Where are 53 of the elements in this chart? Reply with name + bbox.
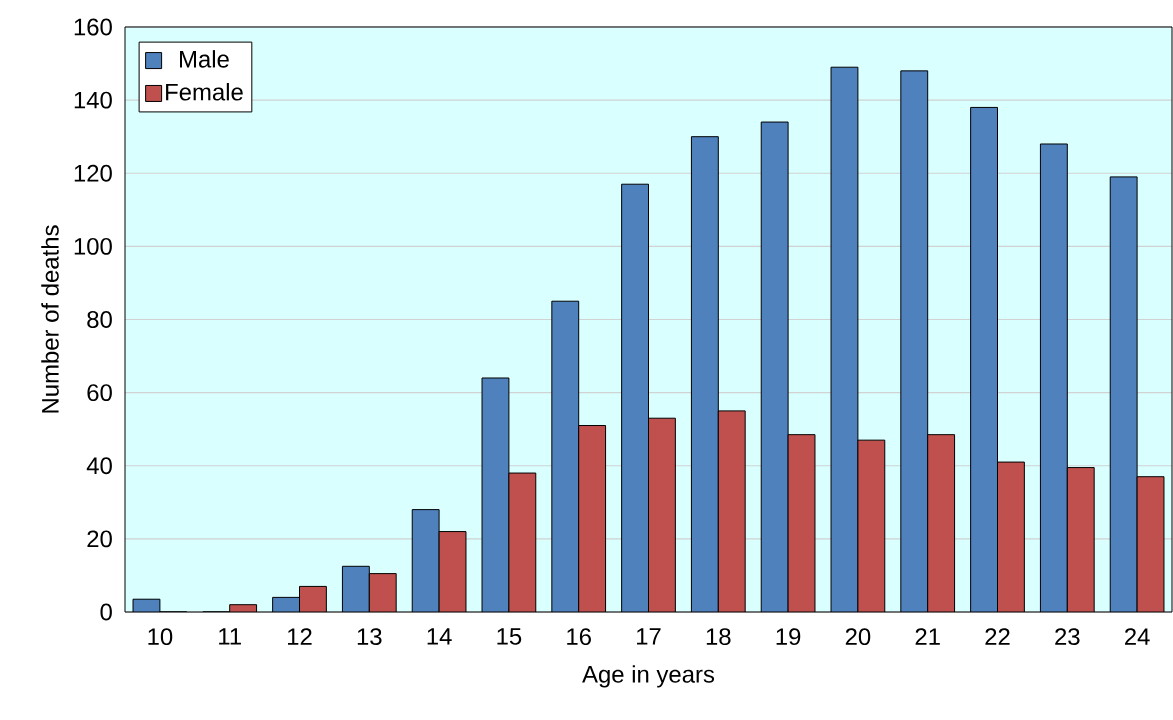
y-tick-label: 60 [87,384,112,402]
x-tick-label: 10 [148,628,173,646]
x-tick-label: 24 [1125,628,1150,645]
bar [1067,467,1095,612]
bar [1109,176,1138,612]
x-axis-title: Age in years [582,665,715,688]
x-tick-label: 20 [845,628,871,646]
x-tick-label: 21 [915,628,940,645]
bar [482,378,509,612]
bar [342,566,370,612]
x-tick-label: 13 [357,628,382,646]
bar [997,462,1025,612]
bar [1136,476,1165,612]
bar [718,410,746,612]
y-axis-title: Number of deaths [41,225,59,413]
bar [648,418,676,612]
x-tick-label: 19 [776,628,801,646]
bar [551,301,579,612]
y-tick-label: 140 [74,91,112,109]
y-tick-label: 20 [87,530,112,548]
bar [578,425,606,612]
bar [621,184,649,612]
x-tick-label: 16 [567,628,591,646]
y-tick-label: 160 [74,18,112,36]
bar [761,122,789,612]
bar [412,509,440,612]
y-tick-label: 100 [74,237,112,255]
bar [299,586,327,612]
bar [369,573,397,612]
legend-label: Male [180,50,229,68]
x-tick-label: 22 [985,628,1010,645]
y-tick-label: 0 [100,603,112,621]
bar [857,440,885,612]
y-tick-label: 40 [86,457,112,475]
y-tick-label: 120 [74,164,112,182]
bar [508,473,536,612]
bar [970,107,998,612]
x-tick-label: 17 [637,628,661,645]
bar [900,70,928,612]
x-tick-label: 18 [706,628,731,646]
bar [439,531,466,612]
bar [788,434,815,612]
bar [691,136,719,612]
x-tick-label: 12 [288,628,312,645]
y-tick-label: 80 [87,311,112,328]
x-tick-label: 23 [1055,628,1080,646]
bar [1040,143,1068,612]
x-tick-label: 15 [497,628,522,645]
x-tick-label: 11 [219,628,241,645]
x-tick-label: 14 [427,628,452,645]
legend-label: Female [166,83,243,101]
bar [927,434,955,612]
bar [831,67,858,612]
